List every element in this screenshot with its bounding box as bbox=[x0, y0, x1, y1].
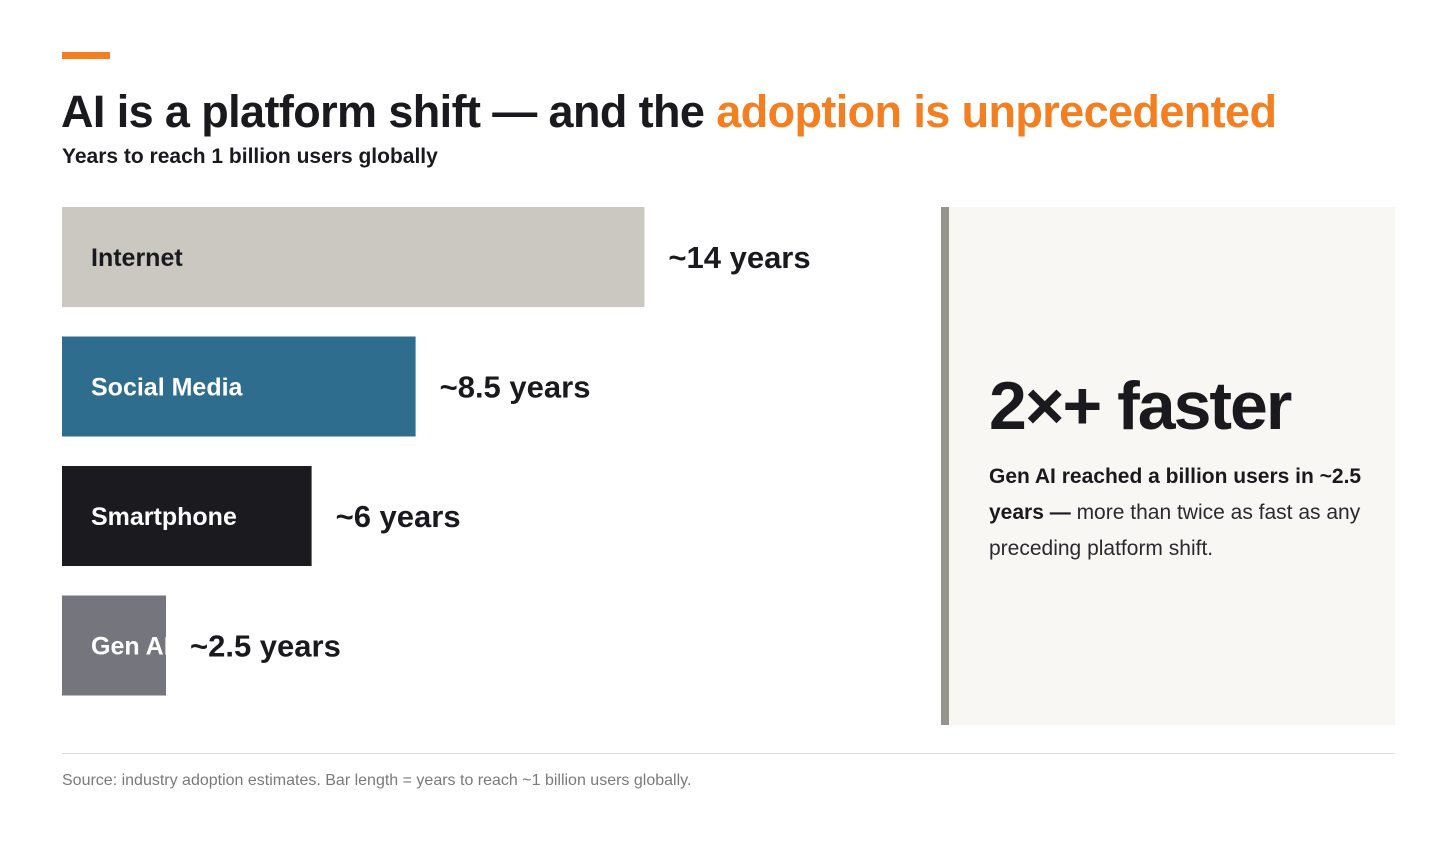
bar-label-smartphone: Smartphone bbox=[91, 503, 237, 531]
value-label-gen-ai: ~2.5 years bbox=[190, 629, 341, 664]
bar-internet bbox=[62, 207, 645, 307]
bar-smartphone bbox=[62, 466, 312, 566]
callout-bold-text: Gen AI reached a billion users in ~2.5 y… bbox=[989, 465, 1362, 524]
value-label-smartphone: ~6 years bbox=[336, 499, 461, 534]
accent-bar bbox=[62, 52, 110, 59]
bar-label-social-media: Social Media bbox=[91, 374, 244, 402]
value-label-social-media: ~8.5 years bbox=[440, 370, 591, 405]
title-highlight: adoption is unprecedented bbox=[716, 86, 1277, 137]
footer-divider bbox=[62, 753, 1395, 754]
bar-gen-ai bbox=[62, 595, 166, 696]
source-note: Source: industry adoption estimates. Bar… bbox=[62, 772, 692, 789]
bar-chart: Internet ~14 years Social Media ~8.5 years S… bbox=[62, 207, 811, 696]
page-title: AI is a platform shift — and the adoptio… bbox=[61, 86, 1277, 138]
bar-label-internet: Internet bbox=[91, 244, 183, 272]
value-label-internet: ~14 years bbox=[668, 240, 810, 275]
callout-body: Gen AI reached a billion users in ~2.5 y… bbox=[989, 459, 1379, 567]
chart-subtitle: Years to reach 1 billion users globally bbox=[62, 145, 438, 168]
callout-regular-text: more than twice as fast as any preceding… bbox=[989, 501, 1361, 560]
callout-panel: 2×+ faster Gen AI reached a billion user… bbox=[941, 207, 1395, 725]
bar-social-media bbox=[62, 336, 416, 437]
bar-label-gen-ai: Gen AI bbox=[91, 633, 171, 661]
title-main: AI is a platform shift — and the bbox=[61, 86, 717, 137]
callout-headline: 2×+ faster bbox=[989, 368, 1292, 444]
